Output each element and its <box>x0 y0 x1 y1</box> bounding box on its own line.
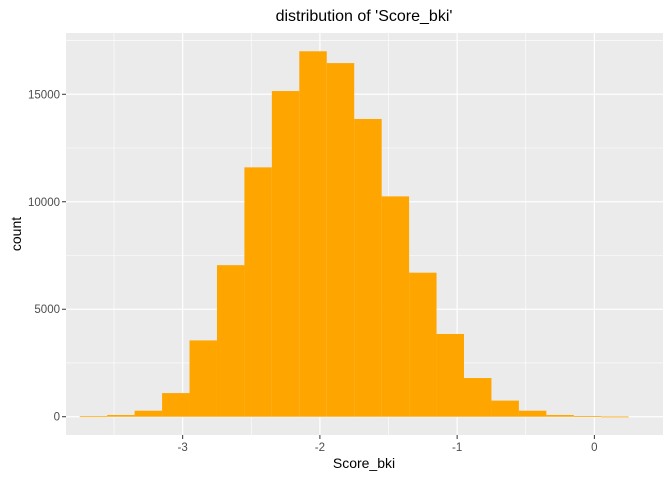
x-tick-label: -3 <box>178 442 188 454</box>
histogram-bar <box>381 196 410 417</box>
histogram-bar <box>546 415 574 417</box>
y-tick-label: 0 <box>54 412 60 424</box>
histogram-bar <box>79 416 108 418</box>
histogram-bars <box>79 51 629 418</box>
x-tick-label: -1 <box>452 442 462 454</box>
histogram-bar <box>518 410 547 417</box>
histogram-bar <box>601 416 629 418</box>
x-axis: -3 -2 -1 0 <box>178 435 598 454</box>
x-tick-label: -2 <box>315 442 325 454</box>
y-tick-label: 15000 <box>28 89 60 101</box>
histogram-bar <box>216 265 245 417</box>
histogram-bar <box>271 91 300 417</box>
histogram-bar <box>189 340 217 417</box>
y-axis: 0 5000 10000 15000 <box>28 89 66 424</box>
histogram-bar <box>409 272 437 417</box>
histogram-bar <box>134 410 163 417</box>
histogram-bar <box>573 416 602 417</box>
x-axis-title: Score_bki <box>333 455 395 471</box>
histogram-bar <box>464 378 492 417</box>
histogram-bar <box>244 167 272 417</box>
histogram-bar <box>491 400 519 417</box>
y-tick-label: 10000 <box>28 197 60 209</box>
histogram-bar <box>436 333 464 417</box>
histogram-bar <box>107 415 135 417</box>
chart-title: distribution of 'Score_bki' <box>276 8 453 25</box>
y-axis-title: count <box>8 217 24 251</box>
x-tick-label: 0 <box>591 442 597 454</box>
histogram-bar <box>299 51 327 417</box>
histogram-bar <box>354 118 382 417</box>
histogram-bar <box>162 393 190 417</box>
histogram-bar <box>326 63 355 417</box>
y-tick-label: 5000 <box>34 304 60 316</box>
